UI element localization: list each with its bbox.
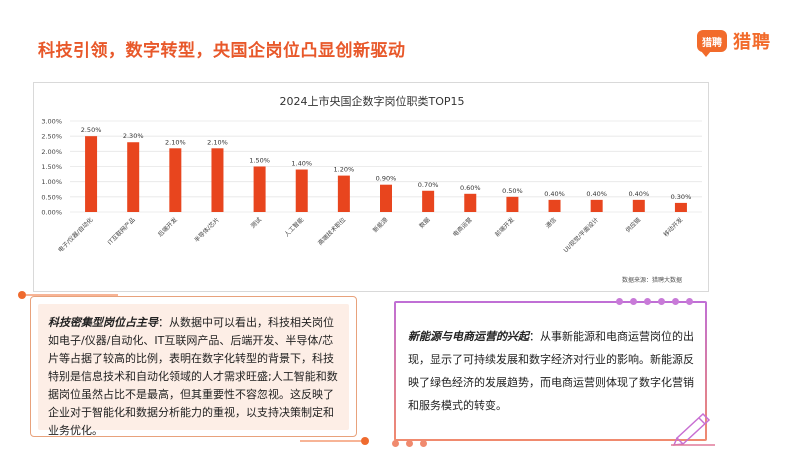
bar [211,148,224,212]
bar [548,199,561,212]
insight-card-energy: 新能源与电商运营的兴起：从事新能源和电商运营岗位的出现，显示了可持续发展和数字经… [394,301,707,441]
decor-dot [658,298,665,305]
y-tick-label: 2.50% [41,133,62,141]
decor-dot [686,298,693,305]
logo-text: 猎聘 [733,32,771,53]
liepin-logo: 猎聘 猎聘 [697,28,771,57]
y-tick-label: 1.00% [41,178,62,186]
bar-value-label: 1.50% [249,157,270,165]
insight-text-energy: ：从事新能源和电商运营岗位的出现，显示了可持续发展和数字经济对行业的影响。新能源… [408,330,694,412]
bar [632,199,645,212]
logo-badge: 猎聘 [697,30,727,57]
bar [590,199,603,212]
decor-dot [644,298,651,305]
decor-dot [361,437,369,445]
bar-value-label: 2.50% [81,126,102,134]
decor-dot [616,298,623,305]
y-tick-label: 0.50% [41,193,62,201]
insight-heading-tech: 科技密集型岗位占主导 [48,316,158,329]
pen-icon [671,412,715,446]
bar-value-label: 0.40% [544,190,565,198]
insight-card-energy-body: 新能源与电商运营的兴起：从事新能源和电商运营岗位的出现，显示了可持续发展和数字经… [408,325,695,417]
bar [85,136,98,212]
y-tick-label: 2.00% [41,148,62,156]
bar-value-label: 0.40% [628,190,649,198]
data-source: 数据来源：猎聘大数据 [621,277,682,284]
bar [295,169,308,212]
bar-value-label: 0.30% [671,193,692,201]
decor-dot [630,298,637,305]
bar [422,190,435,212]
bar-value-label: 2.30% [123,132,144,140]
bar [253,166,266,212]
bar-value-label: 0.40% [586,190,607,198]
bar [337,175,350,212]
insight-heading-energy: 新能源与电商运营的兴起 [408,330,529,343]
chart-title: 2024上市央国企数字岗位职类TOP15 [279,94,464,108]
bar [506,196,519,212]
bar-value-label: 1.40% [291,160,312,168]
y-tick-label: 1.50% [41,163,62,171]
bar [127,142,140,212]
bar [380,184,392,212]
decor-dot [18,291,26,299]
y-tick-label: 3.00% [41,118,62,126]
bar-value-label: 2.10% [165,138,186,146]
decor-dot [392,440,399,447]
insight-text-tech: ：从数据中可以看出，科技相关岗位如电子/仪器/自动化、IT互联网产品、后端开发、… [48,316,338,437]
insight-card-tech: 科技密集型岗位占主导：从数据中可以看出，科技相关岗位如电子/仪器/自动化、IT互… [30,296,357,437]
bar-value-label: 0.70% [418,181,439,189]
decor-dot [420,440,427,447]
bar [169,148,182,212]
bar [464,193,477,212]
chart-container: 2024上市央国企数字岗位职类TOP15 0.00% 0.50% 1.00% 1.50%… [33,82,709,292]
bar-chart: 2024上市央国企数字岗位职类TOP15 0.00% 0.50% 1.00% 1.50%… [41,94,702,254]
bar-value-label: 0.90% [376,175,397,183]
insight-card-energy-border [394,301,707,441]
bar-value-label: 0.50% [502,187,523,195]
page-title: 科技引领，数字转型，央国企岗位凸显创新驱动 [38,41,406,61]
bar-value-label: 0.60% [460,184,481,192]
bar-value-label: 1.20% [334,166,355,174]
insight-card-tech-body: 科技密集型岗位占主导：从数据中可以看出，科技相关岗位如电子/仪器/自动化、IT互… [38,304,349,437]
decor-dot [672,298,679,305]
y-tick-label: 0.00% [41,209,62,217]
bar-value-label: 2.10% [207,138,228,146]
bar [674,202,687,212]
decor-dot [406,440,413,447]
